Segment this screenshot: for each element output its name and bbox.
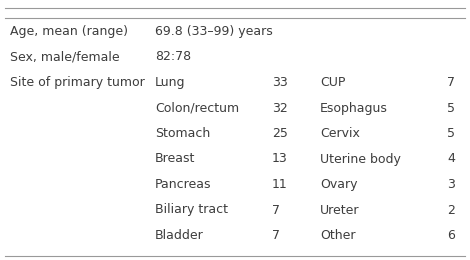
Text: 6: 6 <box>447 229 455 242</box>
Text: Stomach: Stomach <box>155 127 210 140</box>
Text: 5: 5 <box>447 127 455 140</box>
Text: Colon/rectum: Colon/rectum <box>155 101 239 114</box>
Text: 69.8 (33–99) years: 69.8 (33–99) years <box>155 25 273 38</box>
Text: Ovary: Ovary <box>320 178 358 191</box>
Text: 5: 5 <box>447 101 455 114</box>
Text: 33: 33 <box>272 76 288 89</box>
Text: Site of primary tumor: Site of primary tumor <box>10 76 145 89</box>
Text: Cervix: Cervix <box>320 127 360 140</box>
Text: Esophagus: Esophagus <box>320 101 388 114</box>
Text: Ureter: Ureter <box>320 204 360 217</box>
Text: 32: 32 <box>272 101 288 114</box>
Text: Other: Other <box>320 229 355 242</box>
Text: CUP: CUP <box>320 76 345 89</box>
Text: Pancreas: Pancreas <box>155 178 212 191</box>
Text: Breast: Breast <box>155 153 196 166</box>
Text: 82:78: 82:78 <box>155 50 191 63</box>
Text: 13: 13 <box>272 153 288 166</box>
Text: 7: 7 <box>272 204 280 217</box>
Text: Age, mean (range): Age, mean (range) <box>10 25 128 38</box>
Text: 11: 11 <box>272 178 288 191</box>
Text: 3: 3 <box>447 178 455 191</box>
Text: 7: 7 <box>447 76 455 89</box>
Text: Bladder: Bladder <box>155 229 204 242</box>
Text: Uterine body: Uterine body <box>320 153 401 166</box>
Text: Lung: Lung <box>155 76 186 89</box>
Text: 4: 4 <box>447 153 455 166</box>
Text: Sex, male/female: Sex, male/female <box>10 50 120 63</box>
Text: 7: 7 <box>272 229 280 242</box>
Text: Biliary tract: Biliary tract <box>155 204 228 217</box>
Text: 2: 2 <box>447 204 455 217</box>
Text: 25: 25 <box>272 127 288 140</box>
